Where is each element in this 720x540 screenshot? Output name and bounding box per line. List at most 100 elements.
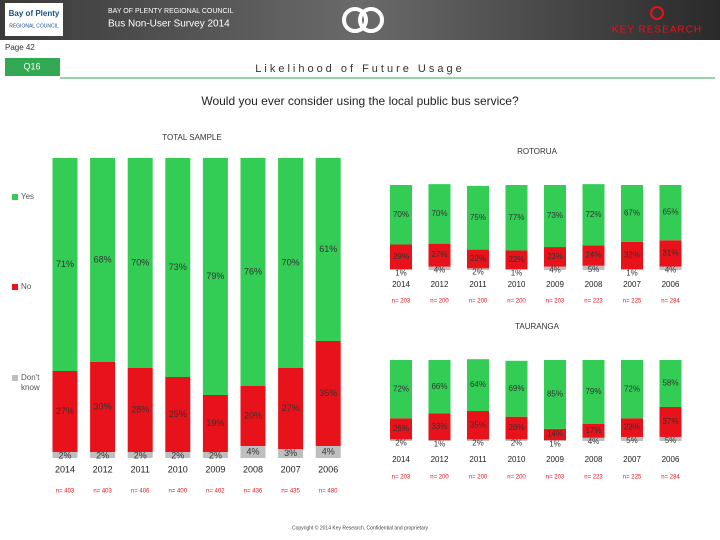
bar-segment: [240, 386, 266, 446]
bar-segment: [505, 360, 528, 417]
data-label: 65%: [662, 208, 678, 217]
n-label: n= 403: [56, 489, 75, 495]
bar-segment: [278, 449, 304, 458]
data-label: 22%: [508, 255, 524, 264]
data-label: 2%: [511, 438, 523, 447]
bar-segment: [428, 184, 451, 244]
bar-segment: [390, 185, 412, 245]
data-label: 5%: [588, 265, 600, 274]
data-label: 4%: [588, 437, 600, 446]
bar-segment: [505, 416, 528, 440]
bar-segment: [582, 265, 605, 270]
x-tick-label: 2012: [431, 280, 449, 289]
header-org: BAY OF PLENTY REGIONAL COUNCIL: [108, 8, 233, 15]
bar-segment: [582, 423, 605, 438]
bar-segment: [127, 158, 153, 368]
bar-segment: [165, 377, 191, 452]
n-label: n= 200: [507, 475, 526, 481]
legend-swatch: [12, 194, 18, 200]
bar-segment: [240, 158, 266, 386]
n-label: n= 203: [546, 299, 565, 305]
n-label: n= 200: [507, 299, 526, 305]
data-label: 68%: [94, 254, 112, 264]
n-label: n= 223: [584, 475, 603, 481]
data-label: 19%: [206, 418, 224, 428]
data-label: 22%: [470, 254, 486, 263]
bar-segment: [582, 437, 605, 441]
n-label: n= 203: [546, 475, 565, 481]
x-tick-label: 2006: [662, 280, 680, 289]
data-label: 27%: [431, 250, 447, 259]
bar-segment: [659, 360, 682, 407]
x-tick-label: 2009: [546, 455, 564, 464]
bar-segment: [621, 269, 643, 270]
x-tick-label: 2012: [93, 464, 113, 474]
logo-left-sub: REGIONAL COUNCIL: [9, 23, 59, 29]
bar-segment: [467, 268, 489, 270]
bar-segment: [659, 406, 682, 437]
n-label: n= 200: [430, 299, 449, 305]
data-label: 2%: [395, 438, 407, 447]
n-label: n= 436: [244, 489, 263, 495]
bar-segment: [240, 446, 266, 458]
question-code: Q16: [23, 61, 40, 71]
x-tick-label: 2010: [508, 455, 526, 464]
bar-segment: [467, 249, 489, 269]
data-label: 77%: [508, 213, 524, 222]
logo-left-box: [5, 3, 63, 36]
data-label: 23%: [624, 423, 640, 432]
n-label: n= 203: [392, 299, 411, 305]
bar-segment: [467, 359, 489, 412]
data-label: 5%: [626, 436, 638, 445]
data-label: 73%: [547, 211, 563, 220]
data-label: 1%: [511, 268, 523, 277]
legend-label: Don't know: [21, 373, 40, 392]
data-label: 2%: [58, 450, 71, 460]
data-label: 73%: [169, 262, 187, 272]
data-label: 72%: [624, 384, 640, 393]
chart-title: ROTORUA: [517, 147, 558, 156]
data-label: 70%: [431, 209, 447, 218]
data-label: 27%: [56, 406, 74, 416]
x-tick-label: 2011: [469, 455, 487, 464]
n-label: n= 225: [623, 475, 642, 481]
data-label: 75%: [470, 213, 486, 222]
x-tick-label: 2009: [205, 464, 225, 474]
bar-segment: [621, 436, 643, 441]
bar-segment: [428, 440, 451, 441]
n-label: n= 402: [206, 489, 225, 495]
x-tick-label: 2014: [392, 455, 410, 464]
data-label: 70%: [393, 210, 409, 219]
bar-segment: [165, 158, 191, 377]
data-label: 61%: [319, 244, 337, 254]
data-label: 72%: [585, 210, 601, 219]
legend-label: No: [21, 282, 32, 291]
x-tick-label: 2011: [131, 464, 150, 474]
data-label: 4%: [322, 446, 335, 456]
data-label: 25%: [169, 409, 187, 419]
n-label: n= 203: [392, 475, 411, 481]
bar-segment: [390, 244, 412, 270]
bar-segment: [428, 413, 451, 441]
bar-segment: [165, 452, 191, 458]
bar-segment: [467, 185, 489, 250]
bar-segment: [90, 362, 116, 452]
x-tick-label: 2009: [546, 280, 564, 289]
bar-segment: [278, 158, 304, 368]
data-label: 2%: [472, 267, 484, 276]
bar-segment: [582, 184, 605, 246]
section-title: Likelihood of Future Usage: [255, 63, 464, 75]
bar-segment: [127, 452, 153, 458]
bar-segment: [582, 245, 605, 266]
bar-segment: [52, 158, 78, 371]
bar-segment: [428, 243, 451, 267]
data-label: 4%: [246, 446, 259, 456]
bar-segment: [659, 436, 682, 441]
x-tick-label: 2008: [585, 455, 603, 464]
bar-segment: [659, 185, 682, 241]
data-label: 79%: [585, 387, 601, 396]
bar-segment: [544, 266, 566, 270]
data-label: 3%: [284, 448, 297, 458]
